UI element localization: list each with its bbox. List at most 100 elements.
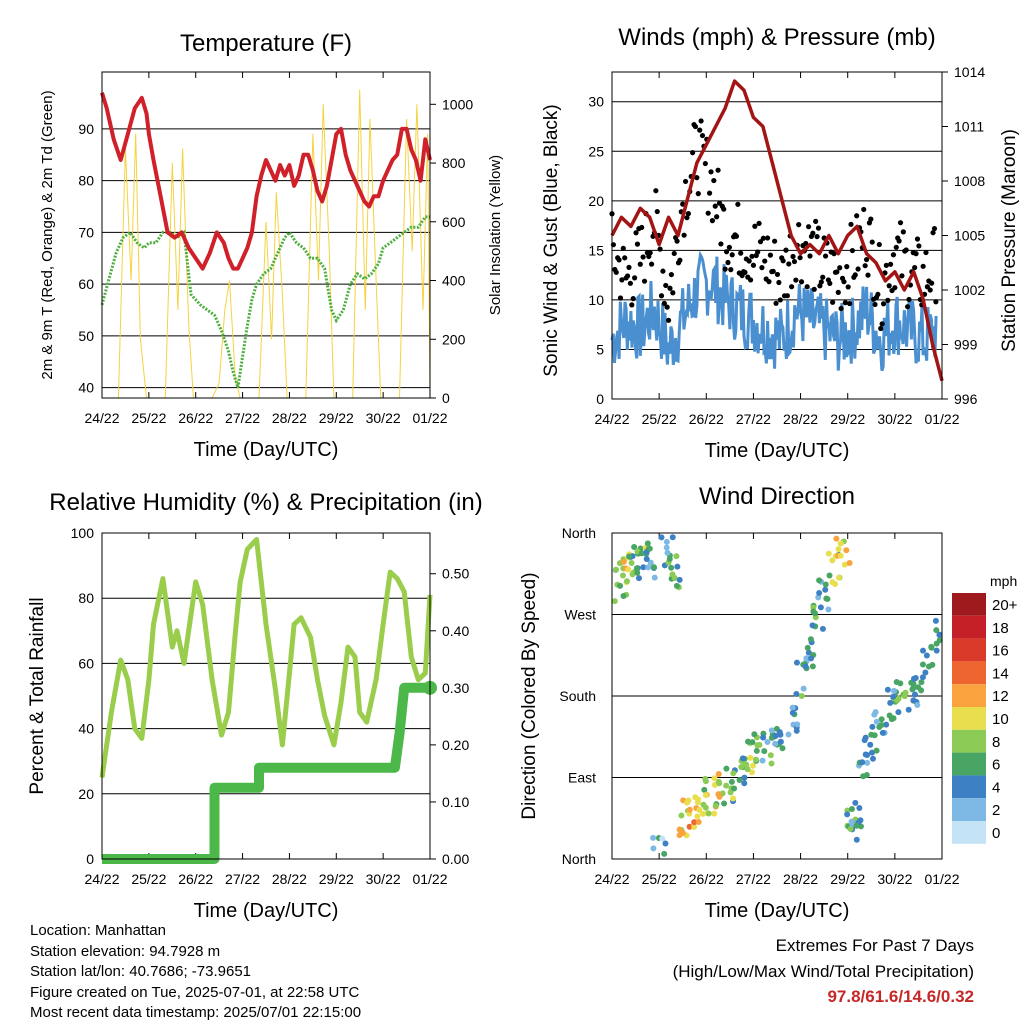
direction-point [751, 731, 758, 738]
extremes-block: Extremes For Past 7 Days (High/Low/Max W… [673, 933, 974, 1010]
direction-point [869, 755, 876, 762]
gust-point [749, 253, 755, 259]
gust-point [886, 283, 892, 289]
direction-point [692, 794, 699, 801]
gust-point [875, 291, 881, 298]
direction-point [754, 742, 761, 749]
gust-point [714, 214, 720, 220]
gust-point [757, 239, 764, 245]
gust-point [845, 284, 851, 290]
direction-point [643, 555, 650, 562]
gust-point [790, 253, 796, 260]
gust-point [735, 201, 741, 207]
direction-point [817, 604, 824, 611]
y-axis-label: Direction (Colored By Speed) [519, 572, 540, 819]
direction-point [669, 534, 676, 541]
direction-point [711, 775, 718, 782]
direction-point [883, 721, 890, 728]
x-tick-label: 01/22 [924, 871, 959, 887]
x-tick-label: 30/22 [366, 410, 401, 426]
gust-point [633, 230, 639, 236]
direction-point [822, 581, 829, 588]
direction-point [741, 780, 748, 787]
gust-point [674, 238, 680, 244]
legend-label: 8 [992, 734, 1000, 751]
direction-point [895, 695, 902, 702]
x-axis-label: Time (Day/UTC) [705, 440, 850, 462]
direction-point [825, 550, 832, 557]
gust-point [709, 218, 716, 224]
gust-point [838, 305, 844, 312]
direction-point [802, 663, 809, 670]
latlon-text: Station lat/lon: 40.7686; -73.9651 [30, 963, 252, 981]
y-tick-label: 60 [78, 276, 94, 292]
direction-point [752, 756, 759, 763]
direction-point [872, 709, 879, 716]
gust-point [658, 293, 665, 299]
gust-point [764, 235, 771, 241]
gust-point [896, 238, 902, 244]
direction-point [779, 745, 786, 752]
direction-point [730, 795, 737, 802]
direction-point [628, 560, 635, 567]
direction-point [890, 693, 897, 700]
gust-point [888, 261, 894, 267]
y2-tick-label: 999 [954, 337, 978, 353]
direction-point [749, 739, 756, 746]
x-tick-label: 24/22 [84, 871, 119, 887]
legend-swatch [952, 729, 986, 753]
gust-point [852, 272, 858, 278]
gust-point [729, 252, 735, 258]
gust-point [929, 280, 935, 286]
gust-point [616, 257, 622, 263]
gust-point [914, 236, 921, 242]
gust-point [793, 277, 799, 283]
y-tick-label: 80 [78, 173, 94, 189]
legend-label: 2 [992, 802, 1000, 819]
y-tick-label: 50 [78, 328, 94, 344]
gust-point [733, 233, 740, 239]
gust-point [738, 250, 744, 256]
gust-point [810, 230, 816, 236]
gust-point [767, 252, 774, 258]
x-tick-label: 25/22 [642, 411, 677, 427]
gust-point [804, 284, 810, 290]
gust-point [791, 258, 798, 265]
y-tick-label: South [559, 688, 596, 704]
gust-point [697, 127, 703, 133]
x-axis-label: Time (Day/UTC) [194, 439, 339, 461]
direction-point [859, 759, 866, 766]
gust-point [742, 269, 748, 275]
direction-point [878, 716, 885, 723]
direction-point [711, 810, 718, 817]
y-tick-label: 40 [78, 380, 94, 396]
gust-point [879, 321, 885, 327]
gust-point [820, 274, 826, 280]
plot-border [101, 532, 431, 860]
gust-point [906, 296, 912, 303]
gust-point [863, 256, 870, 263]
y2-tick-label: 0.50 [442, 566, 469, 582]
direction-point [646, 545, 653, 552]
direction-point [671, 574, 678, 581]
gust-point [622, 255, 628, 261]
direction-point [739, 755, 746, 762]
direction-point [631, 544, 638, 551]
direction-point [686, 823, 693, 830]
direction-point [837, 540, 844, 547]
direction-point [617, 582, 624, 589]
direction-point [803, 655, 810, 662]
gust-point [878, 325, 884, 332]
direction-point [918, 687, 925, 694]
gust-point [872, 301, 878, 308]
gust-point [844, 264, 850, 270]
direction-point [785, 731, 792, 738]
gust-point [653, 188, 659, 194]
x-tick-label: 01/22 [924, 411, 959, 427]
x-tick-label: 24/22 [594, 871, 629, 887]
gust-point [755, 249, 761, 255]
gust-point [876, 241, 882, 248]
x-tick-label: 30/22 [877, 871, 912, 887]
gust-point [933, 299, 939, 305]
y-axis-label: 2m & 9m T (Red, Orange) & 2m Td (Green) [39, 90, 56, 379]
